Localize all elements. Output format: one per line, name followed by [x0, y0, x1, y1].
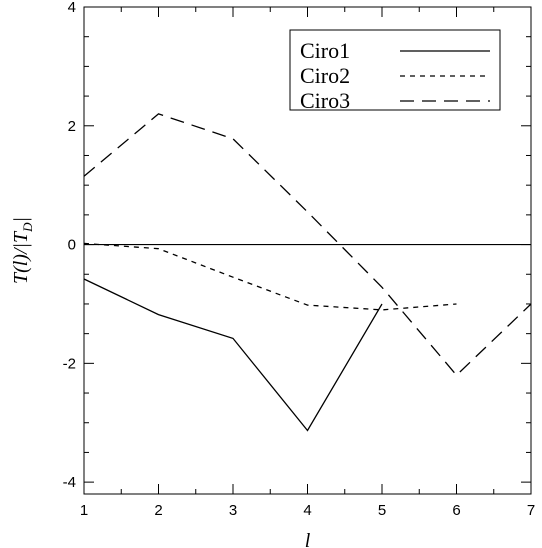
series-line-ciro2 [83, 242, 457, 311]
x-axis-label: l [305, 530, 311, 548]
y-axis-label: T(l)/|TD| [10, 217, 35, 284]
x-tick-label: 7 [527, 502, 535, 519]
y-axis-label-main: T(l)/|T [10, 230, 32, 284]
y-tick-label: -4 [63, 474, 76, 491]
series-line-ciro1 [83, 278, 383, 432]
y-axis-label-subscript: D [20, 222, 35, 233]
legend-label-ciro1: Ciro1 [300, 38, 350, 63]
x-tick-label: 5 [378, 502, 386, 519]
y-tick-label: -2 [63, 355, 76, 372]
y-tick-label: 4 [68, 0, 76, 16]
y-tick-label: 2 [68, 118, 76, 135]
x-tick-label: 6 [452, 502, 460, 519]
x-tick-label: 4 [303, 502, 311, 519]
y-axis-label-close: | [10, 217, 32, 223]
x-tick-label: 1 [80, 502, 88, 519]
x-tick-label: 2 [154, 502, 162, 519]
legend-box [289, 29, 501, 111]
legend-label-ciro2: Ciro2 [300, 63, 350, 88]
x-tick-label: 3 [229, 502, 237, 519]
y-tick-label: 0 [68, 237, 76, 254]
legend-label-ciro3: Ciro3 [300, 88, 350, 113]
series-line-ciro3 [83, 113, 532, 377]
